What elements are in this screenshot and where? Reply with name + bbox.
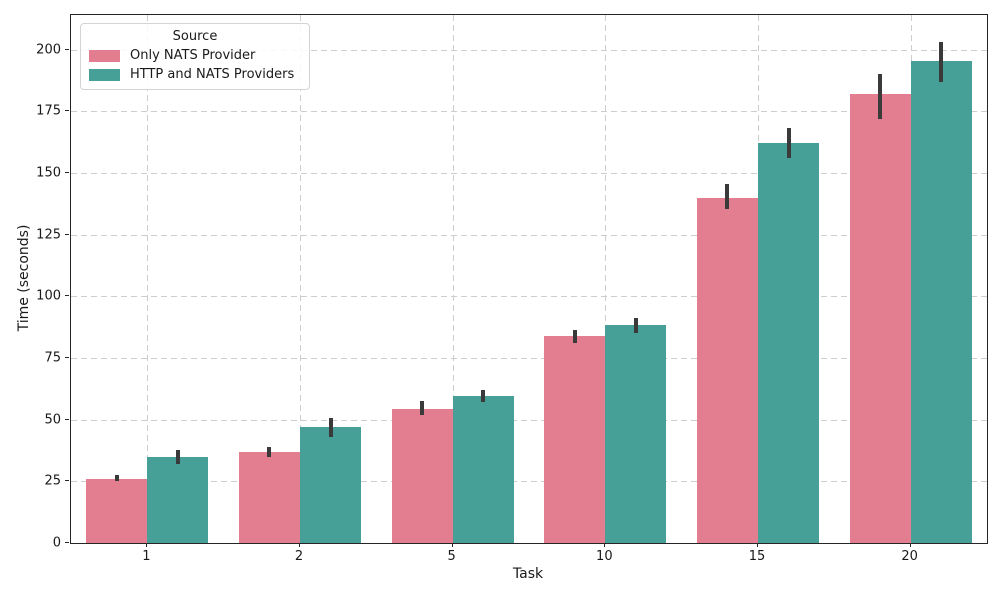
y-tick-label: 200 [36,42,61,58]
y-tick-label: 150 [36,165,61,181]
x-axis-label: Task [512,566,544,582]
error-bar [114,475,119,482]
error-bar [786,128,791,159]
gridline-horizontal [71,111,987,113]
x-tick-mark [757,543,758,547]
legend-swatch-icon [89,49,120,62]
bar [391,408,453,543]
bar [86,478,148,543]
error-bar [725,184,730,209]
y-tick-label: 50 [44,412,61,428]
error-bar [572,329,577,344]
bar [300,427,362,543]
gridline-horizontal [71,234,987,236]
legend-swatch-icon [89,68,120,81]
bar [605,324,667,543]
x-tick-label: 2 [294,549,304,564]
y-tick-mark [65,480,69,482]
gridline-horizontal [71,296,987,298]
x-tick-mark [909,543,911,547]
x-tick-label: 1 [142,549,151,564]
legend-entry: HTTP and NATS Providers [89,67,301,82]
y-tick-label: 0 [52,535,61,551]
gridline-horizontal [71,172,987,174]
legend-entries: Only NATS Provider HTTP and NATS Provider… [89,48,301,82]
error-bar [633,318,638,334]
y-tick-mark [65,110,69,112]
y-tick-label: 100 [36,288,61,304]
legend-entry-label: HTTP and NATS Providers [130,67,295,82]
error-bar [939,42,944,82]
gridline-vertical [147,15,149,543]
x-tick-label: 20 [901,549,918,564]
y-tick-label: 75 [44,350,61,366]
bar [147,456,209,543]
bar [910,60,972,543]
legend-title: Source [172,29,218,44]
y-tick-mark [65,418,69,420]
y-tick-mark [65,295,69,297]
y-tick-mark [65,233,69,235]
y-tick-mark [65,171,69,173]
gridline-vertical [300,15,301,543]
bar [696,197,758,543]
y-tick-mark [65,542,69,543]
y-tick-label: 125 [36,227,61,243]
x-tick-label: 15 [748,549,766,564]
bar [758,143,820,543]
error-bar [878,74,883,119]
gridline-vertical [605,15,607,543]
gridline-horizontal [71,419,987,421]
gridline-horizontal [71,481,987,483]
legend-entry-label: Only NATS Provider [130,48,256,63]
bar [849,93,911,543]
error-bar [267,446,272,457]
bar [544,335,606,543]
bar [452,396,514,543]
y-tick-mark [65,356,69,358]
plot-area: Source Only NATS Provider HTTP and NATS P… [70,14,988,544]
legend-entry: Only NATS Provider [89,48,301,63]
error-bar [481,390,486,403]
error-bar [175,450,180,465]
gridline-horizontal [71,357,987,359]
x-tick-mark [146,543,148,547]
x-tick-mark [451,543,453,547]
bar [238,451,300,543]
gridline-horizontal [71,49,987,51]
legend: Source Only NATS Provider HTTP and NATS P… [80,23,310,90]
gridline-vertical [452,15,454,543]
error-bar [328,418,333,437]
x-tick-mark [299,543,300,547]
x-tick-mark [604,543,606,547]
y-tick-label: 25 [44,473,61,489]
y-tick-label: 175 [36,103,61,119]
x-tick-label: 5 [447,549,456,564]
y-tick-mark [65,48,69,50]
x-tick-label: 10 [596,549,613,564]
error-bar [420,401,425,415]
